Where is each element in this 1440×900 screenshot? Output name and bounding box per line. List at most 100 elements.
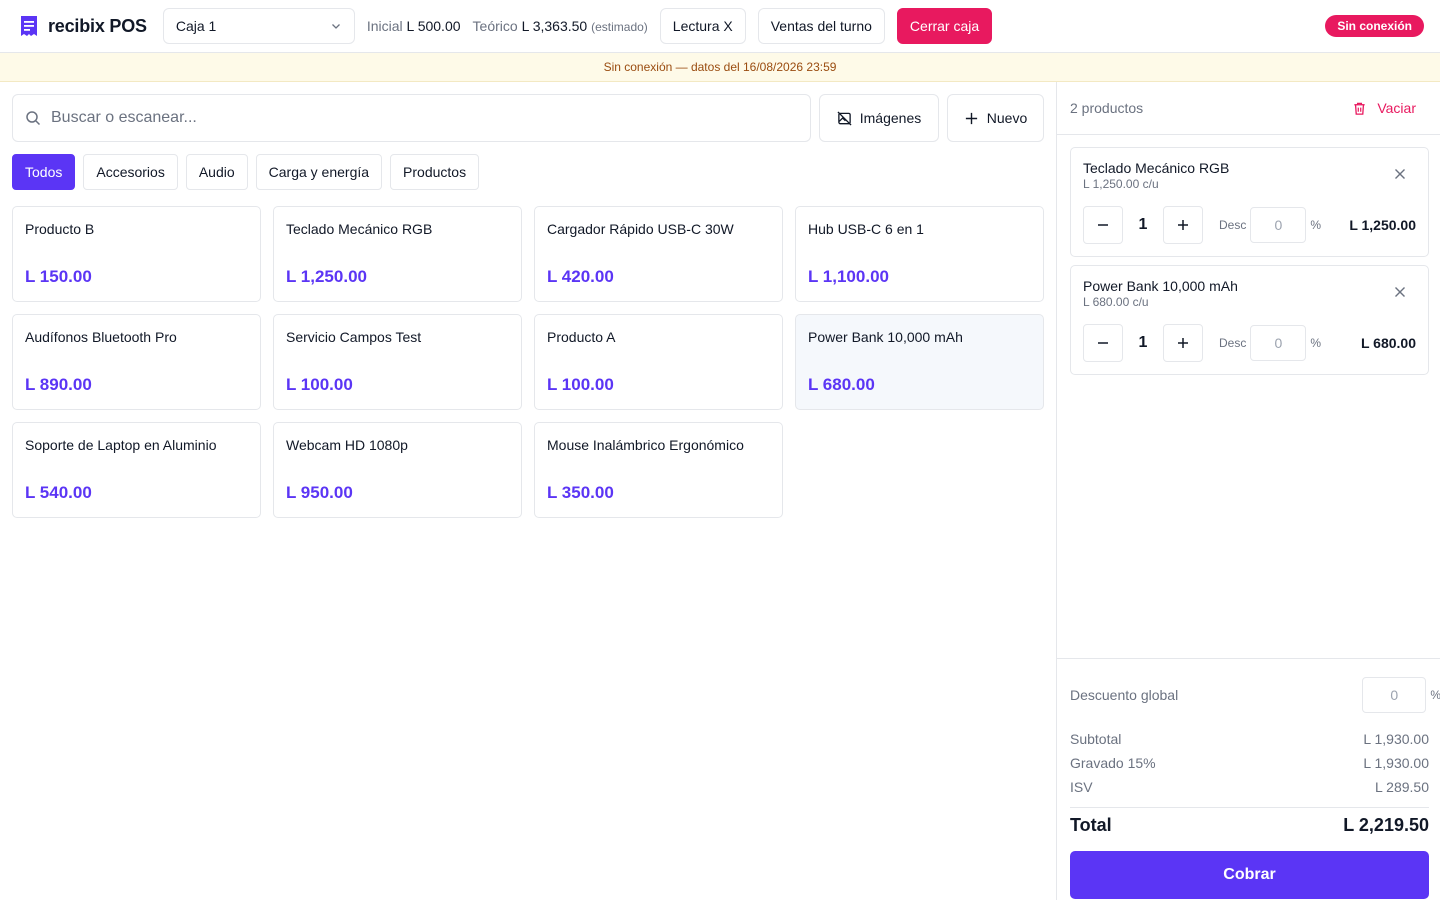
product-card[interactable]: Cargador Rápido USB-C 30W L 420.00 [534,206,783,302]
status-badge: Sin conexión [1325,15,1424,37]
toggle-images-label: Imágenes [859,110,922,126]
cart-line-total: L 680.00 [1360,335,1416,351]
qty-value: 1 [1138,216,1148,233]
percent-sign: % [1310,218,1322,232]
global-discount-control: % [1362,677,1440,713]
register-select-value: Caja 1 [175,18,217,34]
category-tab-audio[interactable]: Audio [185,154,248,190]
close-register-button[interactable]: Cerrar caja [896,8,993,44]
product-price: L 350.00 [547,483,614,502]
totals-breakdown: Subtotal L 1,930.00 Gravado 15% L 1,930.… [1070,727,1429,799]
global-discount-row: Descuento global % [1070,659,1440,719]
cart-line-unit-price: L 1,250.00 c/u [1083,177,1159,191]
product-name: Hub USB-C 6 en 1 [808,221,924,237]
product-price: L 100.00 [547,375,614,394]
initial-label: Inicial [366,18,403,34]
cart-summary: Descuento global % Subtotal L 1,930.00 G… [1057,658,1440,900]
remove-line-button[interactable] [1388,162,1412,186]
product-card[interactable]: Webcam HD 1080p L 950.00 [273,422,522,518]
cart-line-unit-price: L 680.00 c/u [1083,295,1149,309]
product-name: Producto A [547,329,616,345]
subtotal-value: L 1,930.00 [1363,731,1429,747]
product-price: L 1,250.00 [286,267,367,286]
global-discount-input[interactable] [1362,677,1427,713]
increase-qty-button[interactable] [1163,324,1203,362]
line-discount-input[interactable] [1250,325,1307,361]
percent-sign: % [1430,688,1440,702]
product-name: Cargador Rápido USB-C 30W [547,221,734,237]
theoretical-amount: Teórico L 3,363.50 (estimado) [473,18,648,34]
trash-icon [1354,102,1365,115]
product-card[interactable]: Mouse Inalámbrico Ergonómico L 350.00 [534,422,783,518]
taxable-row: Gravado 15% L 1,930.00 [1070,751,1429,775]
product-price: L 150.00 [25,267,92,286]
category-tab-accesorios[interactable]: Accesorios [83,154,178,190]
product-price: L 950.00 [286,483,353,502]
qty-value: 1 [1138,334,1148,351]
brand-name: recibix POS [48,15,147,36]
offline-banner: Sin conexión — datos del 16/08/2026 23:5… [0,53,1440,82]
product-card[interactable]: Teclado Mecánico RGB L 1,250.00 [273,206,522,302]
subtotal-row: Subtotal L 1,930.00 [1070,727,1429,751]
product-card[interactable]: Hub USB-C 6 en 1 L 1,100.00 [795,206,1044,302]
tax-value: L 289.50 [1375,779,1429,795]
product-price: L 1,100.00 [808,267,889,286]
initial-amount: Inicial L 500.00 [367,18,461,34]
register-select[interactable]: Caja 1 [162,8,355,44]
category-tab-todos[interactable]: Todos [12,154,76,190]
category-tab-productos[interactable]: Productos [390,154,480,190]
cart-header: 2 productos Vaciar [1057,82,1440,135]
product-name: Servicio Campos Test [286,329,422,345]
clear-cart-button[interactable]: Vaciar [1340,92,1428,124]
discount-label: Desc [1219,336,1247,350]
initial-value: L 500.00 [406,18,461,34]
total-row: Total L 2,219.50 [1070,807,1429,843]
cart-line-name: Teclado Mecánico RGB [1083,160,1230,176]
shift-sales-button[interactable]: Ventas del turno [757,8,885,44]
search-icon [26,111,41,126]
total-label: Total [1070,815,1112,835]
search-input[interactable] [51,109,798,127]
chevron-down-icon [331,24,340,29]
line-discount-input[interactable] [1250,207,1307,243]
cart-line-total: L 1,250.00 [1349,217,1416,233]
product-name: Webcam HD 1080p [286,437,408,453]
remove-line-button[interactable] [1388,280,1412,304]
subtotal-label: Subtotal [1070,731,1122,747]
product-card[interactable]: Producto B L 150.00 [12,206,261,302]
theoretical-label: Teórico [472,18,518,34]
new-product-label: Nuevo [986,110,1028,126]
product-card[interactable]: Audífonos Bluetooth Pro L 890.00 [12,314,261,410]
close-icon [1395,169,1405,179]
decrease-qty-button[interactable] [1083,324,1123,362]
cart-line: Teclado Mecánico RGB L 1,250.00 c/u 1 De… [1070,147,1429,257]
theoretical-value: L 3,363.50 [521,18,588,34]
product-card[interactable]: Producto A L 100.00 [534,314,783,410]
toggle-images-button[interactable]: Imágenes [819,94,939,142]
product-price: L 100.00 [286,375,353,394]
tax-label: ISV [1070,779,1093,795]
product-card[interactable]: Power Bank 10,000 mAh L 680.00 [795,314,1044,410]
increase-qty-button[interactable] [1163,206,1203,244]
theoretical-note: (estimado) [591,20,648,34]
product-card[interactable]: Servicio Campos Test L 100.00 [273,314,522,410]
product-price: L 540.00 [25,483,92,502]
product-name: Teclado Mecánico RGB [286,221,433,237]
tax-row: ISV L 289.50 [1070,775,1429,799]
search-box[interactable] [12,94,811,142]
charge-button[interactable]: Cobrar [1070,851,1429,899]
product-name: Soporte de Laptop en Aluminio [25,437,217,453]
catalog-panel: Imágenes Nuevo Todos Accesorios Audio Ca… [0,82,1056,900]
product-card[interactable]: Soporte de Laptop en Aluminio L 540.00 [12,422,261,518]
cart-panel: 2 productos Vaciar Teclado Mecánico RGB … [1056,82,1440,900]
product-name: Audífonos Bluetooth Pro [25,329,177,345]
category-tabs: Todos Accesorios Audio Carga y energía P… [12,154,480,190]
reading-x-button[interactable]: Lectura X [659,8,746,44]
plus-icon [1178,338,1188,348]
cart-line-controls: 1 Desc % L 1,250.00 [1083,206,1416,244]
category-tab-carga-energia[interactable]: Carga y energía [255,154,383,190]
new-product-button[interactable]: Nuevo [947,94,1044,142]
discount-label: Desc [1219,218,1247,232]
product-name: Power Bank 10,000 mAh [808,329,963,345]
decrease-qty-button[interactable] [1083,206,1123,244]
